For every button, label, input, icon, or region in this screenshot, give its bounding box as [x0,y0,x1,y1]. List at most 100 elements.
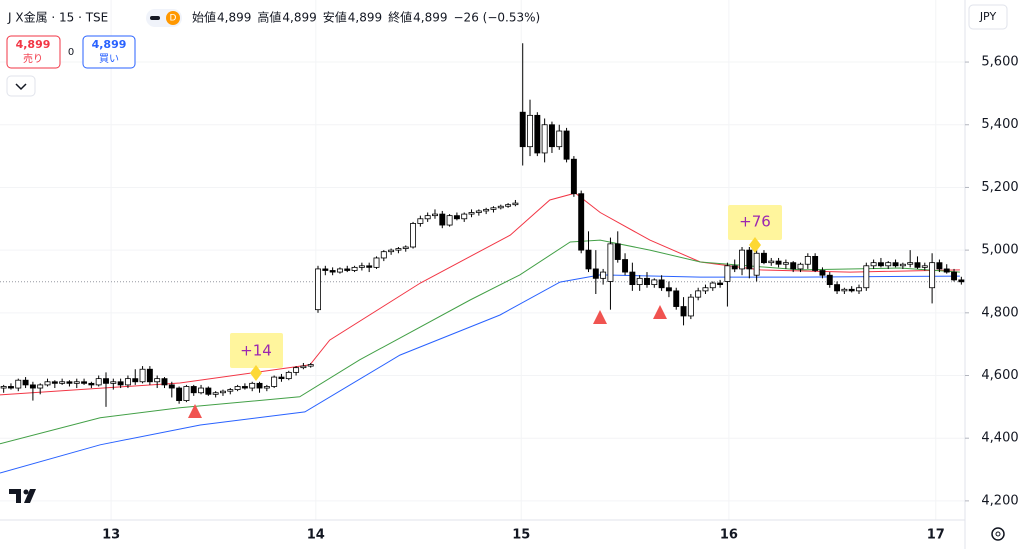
candle-body [914,262,921,268]
candle-body [541,124,548,154]
candle-body [176,387,183,401]
x-tick-label: 17 [927,528,945,543]
candle-body [29,384,36,389]
candle-body [578,193,585,251]
candle-body [782,262,789,265]
candle-body [241,386,248,389]
candle-body [432,213,438,217]
candle-body [877,262,884,267]
symbol: J X金属 · 15 · TSE [7,10,108,25]
candle-body [497,205,504,209]
candle-body [739,249,745,270]
candle-body [848,288,855,292]
ohlc-value: 4,899 [348,11,382,25]
candle-body [307,364,314,367]
candle-body [885,262,892,267]
candle-body [190,386,197,394]
candle-body [548,124,555,148]
candle-body [249,382,256,389]
candle-body [344,268,351,271]
candle-body [797,263,804,270]
candle-body [746,249,753,270]
candle-body [234,386,241,391]
profit-label: +76 [739,213,771,231]
candle-body [461,213,468,220]
ohlc-legend: 始値 4,899 高値 4,899 安値 4,899 終値 4,899 −26 (−0.53%) [192,10,540,25]
candle-body [22,379,29,386]
candle-body [380,251,387,259]
candle-body [402,246,409,249]
candle-body [556,130,563,148]
candle-body [453,215,460,220]
candle-body [373,257,380,268]
candle-body [724,265,731,282]
candle-body [256,382,263,389]
candle-body [600,271,607,279]
candle-body [863,265,870,289]
candle-body [490,207,497,210]
badge-dash [150,16,160,20]
candle-body [315,268,321,311]
candle-body [695,290,702,298]
currency-button[interactable] [968,4,1008,30]
candle-body [439,213,446,226]
candle-body [622,259,629,273]
candle-body [687,296,694,317]
candle-body [351,266,358,271]
profit-diamond [749,237,761,253]
candle-body [527,114,533,148]
profit-label-box [728,205,782,240]
candle-body [81,381,88,384]
currency: JPY [979,10,997,23]
candle-body [110,381,117,384]
candle-body [651,279,658,286]
y-tick-label: 4,400 [981,431,1018,446]
candle-body [66,381,73,384]
settings-icon[interactable] [991,527,1005,541]
change: −26 (−0.53%) [454,11,541,25]
candle-body [775,260,782,265]
candle-body [658,279,665,289]
candle-body [198,387,205,394]
candle-body [227,389,234,392]
candle-body [358,265,365,268]
ohlc-label: 安値 [323,10,347,25]
candle-body [300,365,307,369]
y-tick-label: 5,400 [981,117,1018,132]
plot-area [0,0,965,520]
candle-body [563,130,570,160]
sell-label: 売り [23,52,43,65]
spread: 0 [68,47,74,58]
candle-body [59,381,66,384]
candle-body [680,306,687,317]
buy-button[interactable] [82,35,136,69]
candle-body [483,208,490,212]
candle-body [665,287,672,292]
candle-body [505,204,512,207]
candle-body [636,277,643,286]
candle-body [366,265,373,268]
candle-body [395,248,402,251]
candle-body [768,260,775,264]
candle-body [417,218,424,224]
candle-body [921,265,928,268]
sell-button[interactable] [6,35,61,69]
buy-price: 4,899 [92,38,127,51]
candle-body [834,284,841,292]
candle-body [943,268,950,273]
ohlc-value: 4,899 [413,11,447,25]
ohlc-label: 終値 [388,10,412,25]
candle-body [15,379,22,389]
logo [9,489,36,503]
candle-body [951,271,957,281]
collapse-button[interactable] [6,75,36,97]
candle-body [329,270,336,273]
candle-body [278,376,285,380]
ohlc-label: 高値 [257,10,281,25]
buy-signal [653,305,667,319]
candle-body [424,215,431,220]
candle-body [709,282,716,289]
candle-body [88,382,95,386]
candle-body [37,384,44,389]
